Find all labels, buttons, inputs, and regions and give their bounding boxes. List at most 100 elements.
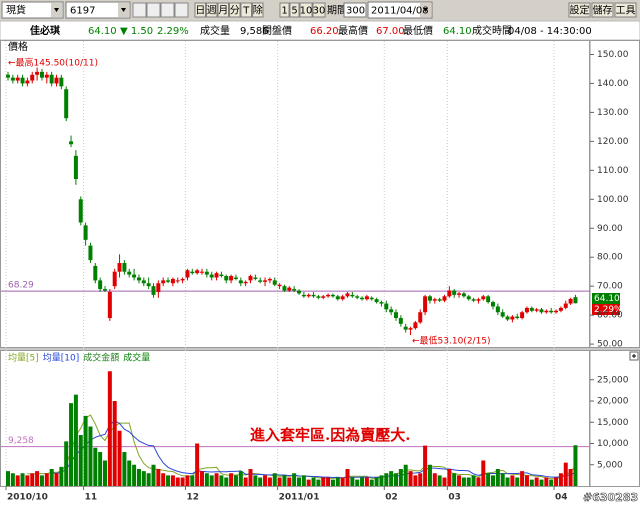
candle-body	[364, 296, 369, 300]
volume-bar	[98, 452, 103, 486]
candle-body	[384, 303, 389, 310]
volume-bar	[423, 445, 428, 486]
time-label: 成交時間	[472, 24, 512, 37]
volume-bar	[214, 473, 219, 486]
minute-button[interactable]	[289, 2, 300, 18]
candle-body	[103, 289, 107, 291]
candle-body	[54, 77, 59, 84]
y-tick-label: 100.00	[597, 195, 629, 205]
volume-bar	[297, 477, 301, 486]
candle-body	[141, 280, 146, 284]
volume-bar	[355, 479, 360, 486]
period-button[interactable]	[240, 2, 252, 18]
low: 64.10	[443, 26, 472, 37]
candle-body	[408, 328, 413, 330]
volume-bar	[442, 477, 447, 486]
volume-bar	[510, 475, 515, 486]
volume-bar	[117, 430, 122, 486]
volume-bar	[311, 477, 316, 486]
candle-body	[64, 89, 69, 119]
minute-button[interactable]	[299, 2, 313, 18]
change: ▼ 1.50	[120, 26, 153, 37]
candle-body	[151, 286, 156, 295]
tool-button[interactable]	[568, 2, 591, 18]
volume-bar	[379, 475, 384, 486]
volume-bar	[558, 473, 563, 486]
volume-bar	[573, 445, 578, 486]
period-button[interactable]	[252, 2, 264, 18]
date-select-box[interactable]	[367, 1, 433, 19]
volume-bar	[83, 415, 88, 486]
volume-bar	[175, 477, 180, 486]
volume-bar	[374, 477, 379, 486]
volume-bar	[427, 464, 432, 486]
code-text: 6197	[70, 6, 95, 17]
volume-bar	[505, 477, 510, 486]
volume-bar	[529, 479, 534, 486]
period-button[interactable]	[229, 2, 241, 18]
tool-button[interactable]	[614, 2, 637, 18]
icon-button[interactable]	[146, 2, 161, 18]
candle-body	[297, 290, 301, 294]
candle-body	[287, 287, 292, 291]
range-box[interactable]	[343, 2, 367, 18]
candle-body	[127, 271, 132, 275]
volume-bar	[112, 401, 117, 486]
candle-body	[185, 270, 190, 278]
volume-bar	[316, 479, 321, 486]
high-annotation: ←最高145.50(10/11)	[8, 57, 98, 69]
candle-body	[117, 263, 122, 272]
period-button[interactable]	[194, 2, 206, 18]
minute-button-label: 30	[313, 6, 326, 17]
market-select-box[interactable]	[1, 1, 64, 19]
code-select-box[interactable]	[65, 1, 131, 19]
candle-body	[238, 280, 243, 284]
volume-bar	[544, 477, 549, 486]
candle-body	[10, 77, 15, 81]
date-select[interactable]: 2011/04/08	[367, 1, 433, 19]
x-tick-label: 2011/01	[279, 493, 320, 503]
period-button[interactable]	[206, 2, 218, 18]
minute-button[interactable]	[279, 2, 290, 18]
candle-body	[224, 276, 229, 281]
date-text: 2011/04/08	[371, 6, 429, 17]
market-text: 現貨	[6, 4, 26, 17]
icon-button[interactable]	[132, 2, 147, 18]
candle-body	[398, 318, 403, 324]
volume-bar	[277, 477, 282, 486]
candle-body	[35, 71, 40, 75]
candle-body	[15, 77, 20, 81]
volume: 9,586	[240, 26, 269, 37]
icon-button[interactable]	[160, 2, 175, 18]
volume-bar	[568, 469, 573, 486]
high: 67.00	[376, 26, 405, 37]
volume-bar	[389, 471, 394, 486]
x-tick-label: 2010/10	[7, 493, 48, 503]
volume-bar	[93, 447, 98, 486]
volume-bar	[44, 473, 49, 486]
volume-bar	[549, 479, 554, 486]
candle-body	[263, 280, 268, 282]
candle-body	[175, 280, 180, 282]
volume-bar	[103, 460, 107, 486]
market-select[interactable]: 現貨	[1, 1, 64, 19]
candle-body	[112, 271, 117, 287]
candle-body	[49, 74, 54, 84]
tool-button[interactable]	[591, 2, 614, 18]
candle-body	[534, 309, 539, 311]
period-button[interactable]	[217, 2, 229, 18]
x-tick-label: 03	[448, 493, 461, 503]
range-input[interactable]: 300	[343, 2, 367, 18]
icon-button[interactable]	[174, 2, 189, 18]
candle-body	[311, 294, 316, 297]
candle-body	[69, 141, 74, 145]
minute-button[interactable]	[312, 2, 326, 18]
minute-button-label: 5	[291, 6, 297, 17]
volume-bar	[6, 471, 10, 486]
volume-axis-panel	[589, 350, 640, 487]
volume-bar	[457, 475, 462, 486]
x-tick-label: 02	[385, 493, 398, 503]
code-select[interactable]: 6197	[65, 1, 131, 19]
volume-bar	[326, 477, 331, 486]
volume-bar	[180, 477, 185, 486]
